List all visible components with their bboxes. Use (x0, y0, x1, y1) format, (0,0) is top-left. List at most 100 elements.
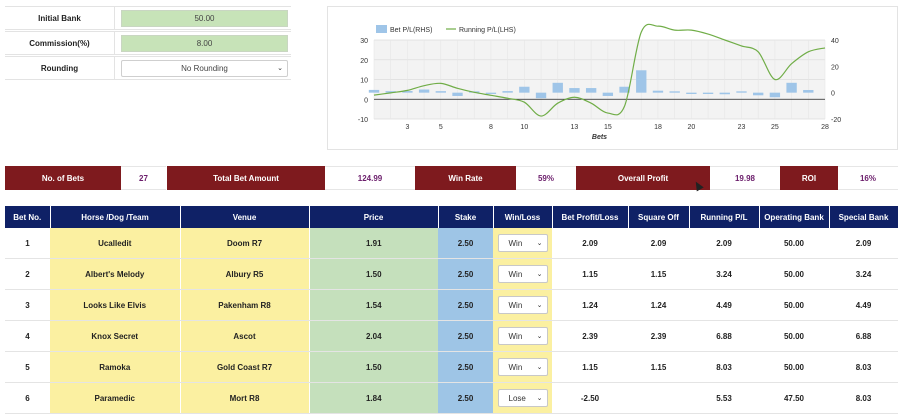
win-loss-cell: Win ⌄ (493, 320, 552, 352)
roi-value: 16% (838, 166, 898, 190)
win-loss-select[interactable]: Win ⌄ (497, 358, 548, 376)
price-cell[interactable]: 1.50 (309, 258, 438, 290)
chevron-down-icon: ⌄ (536, 333, 543, 340)
horse-cell[interactable]: Ucalledit (50, 228, 181, 259)
special-bank-cell: 4.49 (829, 289, 898, 321)
bar (669, 91, 680, 93)
bet-no-cell: 1 (5, 228, 50, 259)
chevron-down-icon: ⌄ (536, 271, 543, 278)
price-cell[interactable]: 1.84 (309, 382, 438, 414)
legend-bar-swatch (376, 25, 387, 33)
win-loss-select[interactable]: Win ⌄ (497, 265, 548, 283)
venue-cell[interactable]: Mort R8 (180, 382, 310, 414)
running-pl-cell: 8.03 (689, 351, 759, 383)
chevron-down-icon: ⌄ (536, 364, 543, 371)
table-row: 6 Paramedic Mort R8 1.84 2.50 Lose ⌄ -2.5… (5, 382, 898, 414)
venue-cell[interactable]: Gold Coast R7 (180, 351, 310, 383)
bar (485, 92, 497, 94)
win-loss-cell: Win ⌄ (493, 228, 552, 259)
x-axis-tick-label: 3 (405, 124, 409, 131)
stake-cell[interactable]: 2.50 (438, 228, 493, 259)
rounding-value: No Rounding (181, 64, 228, 73)
settings-panel: Initial Bank 50.00 Commission(%) 8.00 Ro… (5, 6, 291, 80)
bet-pl-cell: 1.24 (552, 289, 628, 321)
bar (636, 70, 647, 93)
price-cell[interactable]: 1.91 (309, 228, 438, 259)
commission-label: Commission(%) (5, 32, 115, 54)
price-cell[interactable]: 2.04 (309, 320, 438, 352)
stake-cell[interactable]: 2.50 (438, 320, 493, 352)
pl-chart: -10 0 10 20 30 -20 0 20 40 3 5 8 10 13 15 18 20 23 25 28 Bet… (327, 6, 898, 150)
legend-line-label: Running P/L(LHS) (459, 27, 516, 34)
header-bet-no: Bet No. (5, 206, 51, 228)
commission-row: Commission(%) 8.00 (5, 31, 291, 55)
header-operating-bank: Operating Bank (759, 206, 830, 228)
operating-bank-cell: 50.00 (759, 289, 829, 321)
table-row: 5 Ramoka Gold Coast R7 1.50 2.50 Win ⌄ 1.… (5, 351, 898, 383)
chevron-down-icon: ⌄ (277, 65, 283, 72)
bar (686, 92, 697, 94)
price-cell[interactable]: 1.54 (309, 289, 438, 321)
horse-cell[interactable]: Albert's Melody (50, 258, 181, 290)
win-loss-select[interactable]: Win ⌄ (497, 296, 548, 314)
bar (519, 86, 530, 93)
special-bank-cell: 8.03 (829, 382, 898, 414)
left-axis-tick-label: 20 (360, 58, 368, 65)
left-axis-tick-label: 0 (364, 97, 368, 104)
bar (385, 91, 396, 93)
venue-cell[interactable]: Albury R5 (180, 258, 310, 290)
x-axis-tick-label: 28 (821, 124, 829, 131)
commission-input[interactable]: 8.00 (121, 35, 288, 52)
stake-cell[interactable]: 2.50 (438, 382, 493, 414)
bet-no-cell: 2 (5, 258, 50, 290)
table-row: 1 Ucalledit Doom R7 1.91 2.50 Win ⌄ 2.09 … (5, 228, 898, 259)
horse-cell[interactable]: Paramedic (50, 382, 181, 414)
x-axis-tick-label: 10 (520, 124, 528, 131)
operating-bank-cell: 50.00 (759, 258, 829, 290)
win-loss-cell: Win ⌄ (493, 289, 552, 321)
stake-cell[interactable]: 2.50 (438, 258, 493, 290)
rounding-select[interactable]: No Rounding ⌄ (121, 60, 288, 77)
venue-cell[interactable]: Doom R7 (180, 228, 310, 259)
right-axis-tick-label: -20 (831, 117, 841, 124)
square-off-cell: 2.39 (628, 320, 689, 352)
win-loss-value: Win (508, 331, 523, 341)
horse-cell[interactable]: Knox Secret (50, 320, 181, 352)
price-cell[interactable]: 1.50 (309, 351, 438, 383)
rounding-label: Rounding (5, 57, 115, 79)
win-loss-select[interactable]: Lose ⌄ (497, 389, 548, 407)
special-bank-cell: 6.88 (829, 320, 898, 352)
running-pl-line (373, 23, 826, 117)
running-pl-cell: 2.09 (689, 228, 759, 259)
bar (552, 82, 563, 93)
bet-pl-cell: 2.39 (552, 320, 628, 352)
win-loss-select[interactable]: Win ⌄ (497, 234, 548, 252)
x-axis-tick-label: 8 (489, 124, 493, 131)
left-axis-tick-label: 10 (360, 78, 368, 85)
initial-bank-input[interactable]: 50.00 (121, 10, 288, 27)
right-axis-tick-label: 0 (831, 91, 835, 98)
special-bank-cell: 3.24 (829, 258, 898, 290)
running-pl-cell: 4.49 (689, 289, 759, 321)
horse-cell[interactable]: Ramoka (50, 351, 181, 383)
win-loss-cell: Win ⌄ (493, 258, 552, 290)
stake-cell[interactable]: 2.50 (438, 289, 493, 321)
bar (569, 88, 580, 93)
initial-bank-row: Initial Bank 50.00 (5, 6, 291, 30)
bar (535, 92, 547, 99)
no-of-bets-label: No. of Bets (5, 166, 121, 190)
square-off-cell: 2.09 (628, 228, 689, 259)
x-axis-tick-label: 5 (439, 124, 443, 131)
square-off-cell: 1.15 (628, 258, 689, 290)
stake-cell[interactable]: 2.50 (438, 351, 493, 383)
venue-cell[interactable]: Pakenham R8 (180, 289, 310, 321)
overall-profit-label: Overall Profit (576, 166, 710, 190)
operating-bank-cell: 50.00 (759, 351, 829, 383)
x-axis-title: Bets (592, 134, 607, 141)
table-row: 4 Knox Secret Ascot 2.04 2.50 Win ⌄ 2.39 … (5, 320, 898, 352)
bet-pl-cell: -2.50 (552, 382, 628, 414)
venue-cell[interactable]: Ascot (180, 320, 310, 352)
horse-cell[interactable]: Looks Like Elvis (50, 289, 181, 321)
win-loss-select[interactable]: Win ⌄ (497, 327, 548, 345)
bar (803, 90, 814, 93)
